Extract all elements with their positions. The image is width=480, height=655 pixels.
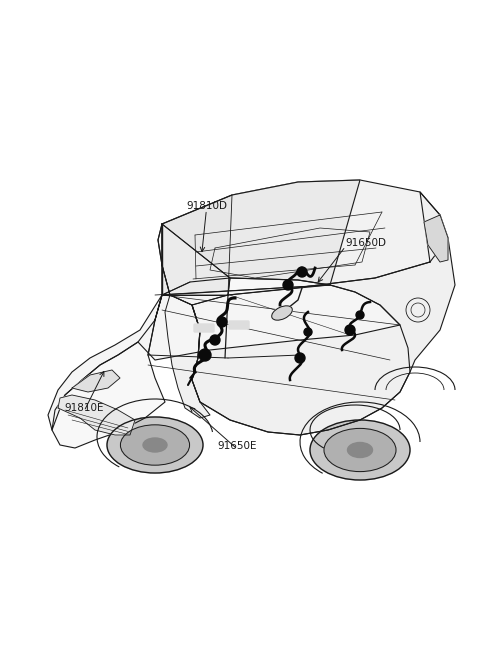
Ellipse shape [143, 438, 167, 452]
FancyBboxPatch shape [194, 324, 214, 332]
Polygon shape [58, 395, 135, 435]
Polygon shape [162, 195, 232, 305]
Polygon shape [424, 215, 448, 262]
FancyBboxPatch shape [229, 321, 249, 329]
Text: 91650E: 91650E [218, 441, 257, 451]
Polygon shape [162, 180, 360, 285]
Ellipse shape [310, 420, 410, 480]
Text: 91810D: 91810D [186, 201, 227, 211]
Circle shape [283, 280, 293, 290]
Ellipse shape [120, 425, 190, 465]
Ellipse shape [107, 417, 203, 473]
Polygon shape [158, 180, 448, 305]
Circle shape [356, 311, 364, 319]
Circle shape [345, 325, 355, 335]
Ellipse shape [272, 306, 292, 320]
Text: 91810E: 91810E [64, 403, 104, 413]
Polygon shape [165, 295, 210, 418]
Polygon shape [162, 224, 230, 295]
Circle shape [295, 353, 305, 363]
Polygon shape [72, 370, 120, 392]
Polygon shape [48, 285, 400, 430]
Circle shape [217, 317, 227, 327]
Polygon shape [192, 192, 455, 435]
Circle shape [199, 349, 211, 361]
Ellipse shape [348, 443, 372, 457]
Circle shape [304, 328, 312, 336]
Text: 91650D: 91650D [346, 238, 386, 248]
Circle shape [297, 267, 307, 277]
Circle shape [210, 335, 220, 345]
Polygon shape [52, 224, 410, 448]
Ellipse shape [324, 428, 396, 472]
